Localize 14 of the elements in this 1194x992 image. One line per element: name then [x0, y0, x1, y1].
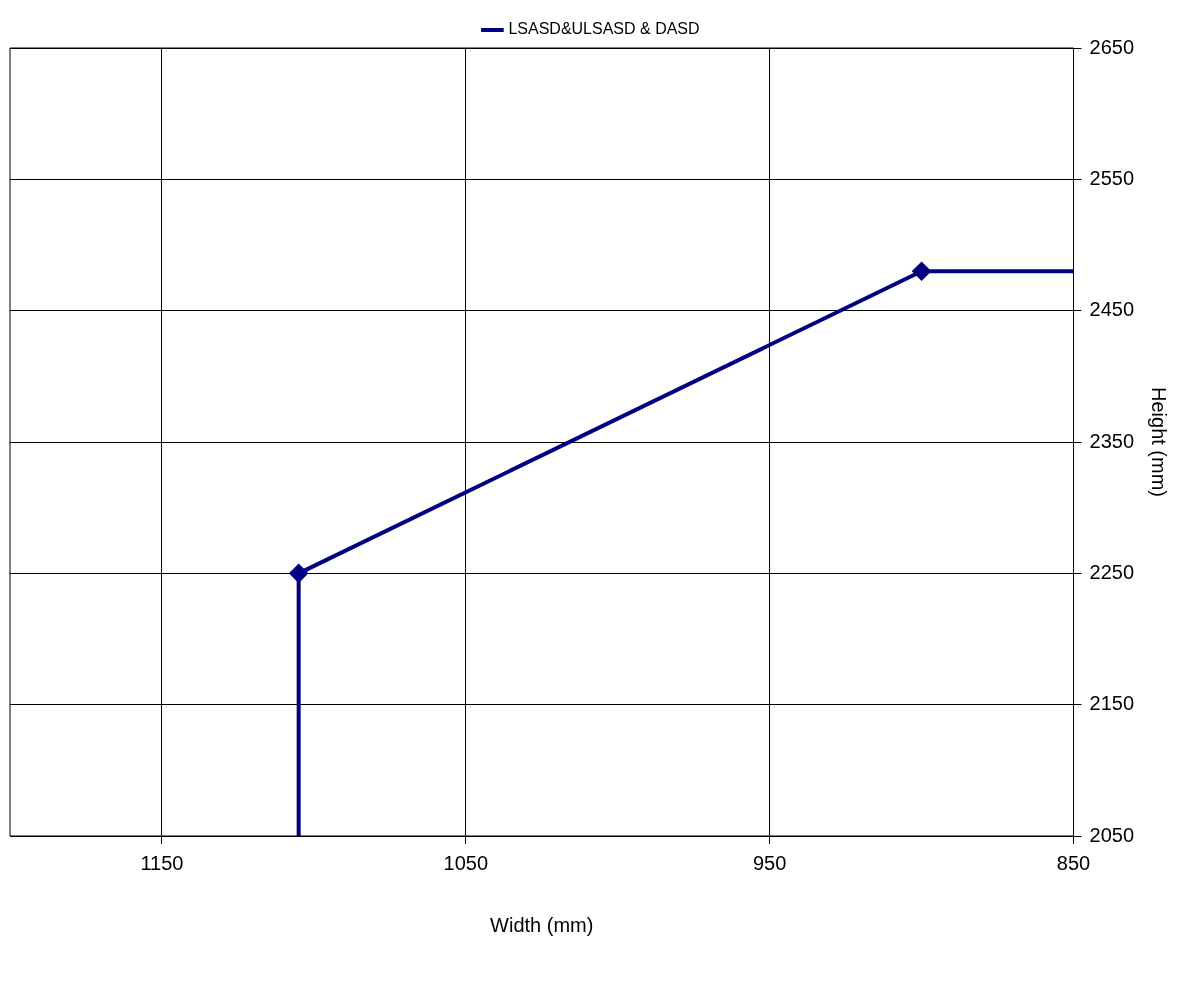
y-tick-label: 2250 [1089, 560, 1135, 583]
x-axis-title: Width (mm) [490, 913, 594, 936]
y-axis-title: Height (mm) [1148, 386, 1171, 498]
x-tick-label: 850 [1056, 851, 1091, 874]
y-tick-label: 2150 [1089, 692, 1135, 715]
y-tick-label: 2050 [1089, 823, 1135, 846]
y-tick-label: 2550 [1089, 166, 1135, 189]
x-tick-label: 1050 [443, 851, 489, 874]
legend-label: LSASD&ULSASD & DASD [508, 20, 700, 38]
y-tick-label: 2350 [1089, 429, 1135, 452]
x-tick-label: 950 [752, 851, 787, 874]
y-tick-label: 2450 [1089, 298, 1135, 321]
x-tick-label: 1150 [140, 851, 184, 874]
y-tick-label: 2650 [1089, 35, 1135, 58]
